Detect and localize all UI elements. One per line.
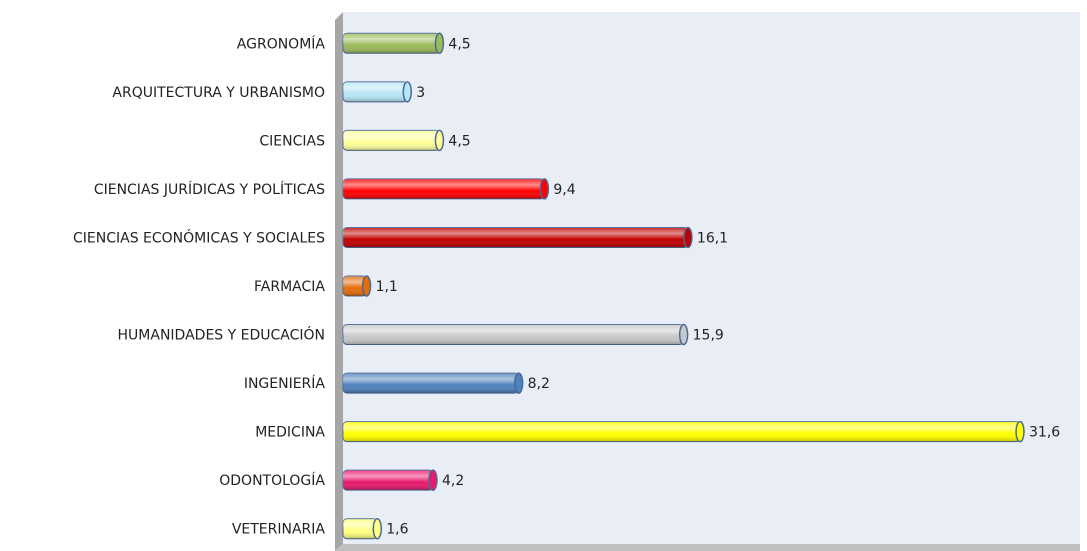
bar-shine: [343, 178, 545, 199]
bar-shine: [343, 373, 519, 394]
bar-cap: [428, 469, 438, 491]
bar-shine: [343, 227, 688, 248]
y-tick-label: CIENCIAS JURÍDICAS Y POLÍTICAS: [94, 181, 325, 198]
data-label: 4,2: [442, 473, 464, 489]
bar-cap: [539, 178, 550, 200]
y-tick-label: MEDICINA: [255, 425, 325, 441]
side-wall: [335, 12, 343, 551]
data-label: 4,5: [448, 36, 470, 52]
data-label: 1,6: [386, 522, 408, 538]
bar-shine: [343, 130, 440, 151]
bar-shine: [343, 276, 367, 296]
data-label: 31,6: [1029, 425, 1060, 441]
y-tick-label: CIENCIAS ECONÓMICAS Y SOCIALES: [73, 228, 325, 246]
y-tick-label: ODONTOLOGÍA: [219, 472, 325, 489]
bar-cap: [1015, 420, 1025, 443]
bar-shine: [343, 421, 1021, 442]
data-label: 3: [416, 85, 425, 101]
plot-background: [343, 12, 1080, 544]
bar-shine: [343, 518, 378, 539]
data-label: 16,1: [697, 230, 728, 246]
data-label: 15,9: [693, 328, 724, 344]
y-tick-label: FARMACIA: [254, 279, 325, 295]
bar-cap: [361, 275, 372, 297]
y-tick-label: HUMANIDADES Y EDUCACIÓN: [118, 326, 325, 344]
data-label: 4,5: [448, 133, 470, 149]
data-label: 1,1: [376, 279, 398, 295]
bar-cap: [513, 372, 524, 394]
y-tick-label: AGRONOMÍA: [237, 35, 326, 52]
y-tick-label: ARQUITECTURA Y URBANISMO: [112, 85, 325, 101]
bar-cap: [402, 81, 413, 103]
bar-cap: [434, 32, 445, 55]
bar-cap: [683, 226, 693, 249]
bar-cap: [434, 129, 445, 152]
y-tick-label: VETERINARIA: [232, 522, 326, 538]
bar-shine: [343, 324, 684, 345]
bar-cap: [372, 517, 383, 540]
bar-shine: [343, 470, 433, 491]
bar-shine: [343, 81, 408, 102]
bar-cap: [678, 323, 689, 346]
data-label: 9,4: [553, 182, 575, 198]
y-tick-label: INGENIERÍA: [244, 375, 326, 392]
bar-shine: [343, 33, 440, 54]
y-tick-label: CIENCIAS: [259, 133, 325, 149]
floor: [335, 544, 1080, 551]
data-label: 8,2: [528, 376, 550, 392]
